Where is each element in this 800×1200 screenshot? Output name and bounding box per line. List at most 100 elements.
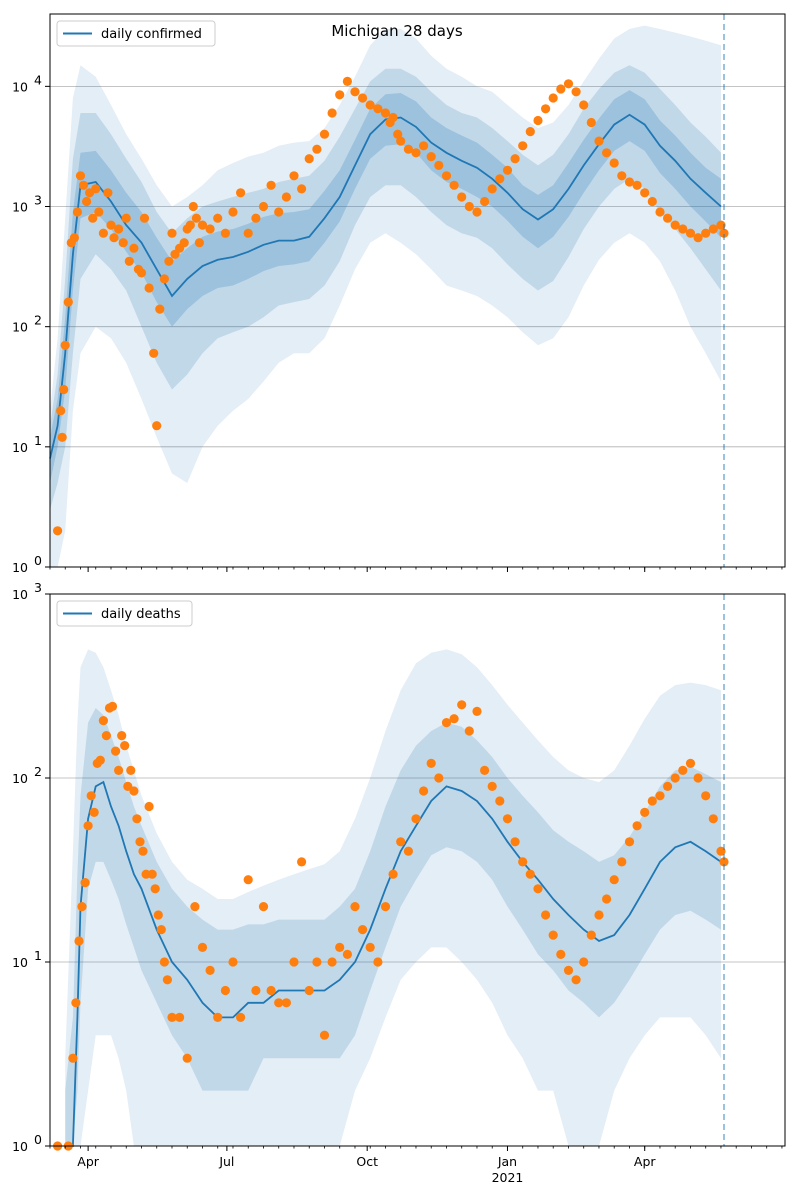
x-tick-sublabel: 2021 [492, 1170, 524, 1185]
observed-point [457, 192, 467, 202]
observed-point [719, 857, 729, 867]
observed-point [304, 154, 314, 164]
observed-point [138, 846, 148, 856]
observed-point [480, 765, 490, 776]
observed-point [139, 213, 150, 223]
observed-point [457, 700, 467, 710]
observed-point [502, 814, 513, 824]
legend: daily confirmed [56, 20, 216, 47]
observed-point [72, 207, 82, 217]
legend-label: daily confirmed [101, 27, 202, 42]
observed-point [281, 998, 291, 1008]
observed-point [289, 171, 299, 181]
observed-point [655, 791, 665, 801]
observed-point [190, 902, 200, 912]
y-tick-label: 10 [12, 440, 28, 455]
observed-point [502, 165, 513, 175]
y-tick-exponent: 3 [34, 580, 42, 595]
observed-point [150, 884, 160, 894]
observed-point [191, 213, 201, 223]
observed-point [571, 975, 581, 985]
observed-point [63, 297, 73, 307]
observed-point [304, 985, 314, 996]
observed-point [319, 129, 330, 139]
observed-point [118, 238, 128, 248]
observed-point [60, 340, 70, 350]
observed-point [396, 837, 406, 847]
observed-point [640, 188, 650, 198]
y-tick-label: 10 [12, 79, 28, 94]
observed-point [419, 786, 429, 796]
observed-point [464, 726, 474, 736]
observed-point [518, 141, 528, 151]
observed-point [162, 975, 172, 985]
confidence-band [50, 90, 721, 483]
observed-point [719, 228, 729, 238]
observed-point [220, 228, 230, 238]
x-tick-label: Apr [77, 1154, 99, 1169]
observed-point [472, 706, 482, 717]
y-tick-exponent: 4 [34, 72, 42, 87]
observed-point [579, 957, 589, 967]
observed-point [124, 256, 134, 266]
observed-point [373, 957, 383, 967]
observed-point [159, 274, 169, 284]
chart-title: Michigan 28 days [331, 22, 462, 40]
observed-point [434, 160, 444, 170]
observed-point [556, 84, 566, 94]
observed-point [236, 1012, 246, 1023]
observed-point [510, 837, 520, 847]
observed-point [175, 1012, 185, 1023]
observed-point [602, 148, 612, 158]
observed-point [487, 781, 497, 792]
observed-point [297, 184, 307, 194]
observed-point [56, 406, 66, 416]
observed-point [164, 256, 174, 266]
observed-point [563, 965, 574, 976]
observed-point [464, 201, 474, 212]
observed-point [403, 144, 413, 154]
observed-point [266, 985, 276, 996]
observed-point [586, 930, 596, 940]
x-tick-label: Jan [497, 1154, 517, 1169]
observed-point [678, 224, 688, 234]
observed-point [380, 108, 391, 118]
confidence-band [65, 649, 721, 1146]
observed-point [132, 814, 142, 824]
observed-point [213, 1012, 223, 1023]
y-tick-label: 10 [12, 320, 28, 335]
observed-point [624, 837, 635, 847]
observed-point [403, 846, 413, 856]
observed-point [487, 184, 497, 194]
observed-point [94, 207, 104, 217]
observed-point [297, 857, 307, 867]
observed-point [426, 758, 436, 769]
observed-point [205, 224, 215, 234]
observed-point [153, 910, 163, 920]
observed-point [266, 180, 276, 190]
observed-point [480, 196, 490, 207]
y-tick-exponent: 2 [34, 764, 42, 779]
observed-point [106, 220, 116, 230]
observed-point [82, 196, 92, 207]
observed-point [220, 985, 230, 996]
x-tick-label: Apr [634, 1154, 656, 1169]
observed-point [426, 152, 436, 162]
observed-point [518, 857, 528, 867]
observed-point [663, 781, 673, 792]
observed-point [685, 758, 696, 769]
observed-point [647, 196, 657, 207]
observed-point [149, 348, 159, 358]
observed-point [449, 714, 459, 724]
y-tick-label: 10 [12, 955, 28, 970]
observed-point [109, 233, 119, 243]
confidence-band [65, 708, 721, 1146]
observed-point [228, 957, 238, 967]
observed-point [179, 238, 189, 248]
observed-point [342, 76, 352, 86]
observed-point [258, 201, 269, 212]
plot-frame [49, 593, 786, 1147]
observed-point [68, 1053, 78, 1063]
confidence-band [50, 65, 721, 510]
